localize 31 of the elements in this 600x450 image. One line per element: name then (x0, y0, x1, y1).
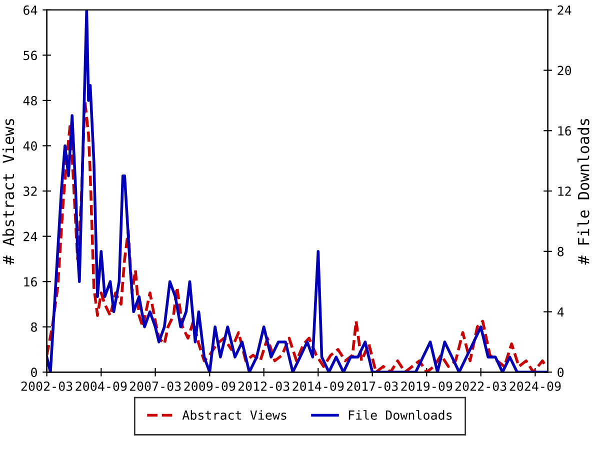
y2-tick-label: 8 (558, 246, 564, 256)
y2-tick-label: 16 (558, 126, 572, 136)
y-tick-label: 56 (24, 50, 37, 60)
y-tick-label: 32 (24, 186, 37, 196)
y2-axis-title: # File Downloads (577, 118, 590, 265)
y2-tick-label: 4 (557, 307, 564, 317)
legend-label: Abstract Views (182, 410, 286, 420)
y-tick-label: 48 (23, 96, 37, 106)
x-tick-label: 2012-03 (238, 381, 290, 391)
y2-tick-label: 20 (558, 66, 572, 76)
x-tick-label: 2007-03 (130, 381, 181, 391)
y-axis-title: # Abstract Views (2, 118, 14, 265)
x-tick-label: 2002-03 (21, 381, 72, 391)
x-tick-label: 2009-09 (184, 381, 236, 391)
legend-label: File Downloads (348, 410, 452, 420)
y-tick-label: 64 (24, 5, 38, 15)
x-tick-label: 2022-03 (455, 381, 506, 391)
y-tick-label: 0 (31, 368, 37, 378)
x-tick-label: 2014-09 (292, 381, 344, 391)
x-tick-label: 2004-09 (76, 381, 127, 391)
y-tick-label: 16 (24, 277, 37, 287)
y-tick-label: 40 (23, 141, 37, 151)
y2-tick-label: 12 (558, 186, 571, 196)
x-tick-label: 2024-09 (510, 381, 561, 391)
y2-tick-label: 0 (558, 368, 564, 378)
line-series (46, 10, 548, 372)
y2-tick-label: 24 (558, 5, 572, 15)
y-tick-label: 24 (24, 232, 38, 242)
y-tick-label: 8 (31, 322, 37, 332)
x-tick-label: 2019-09 (401, 381, 452, 391)
x-tick-label: 2017-03 (346, 381, 398, 391)
